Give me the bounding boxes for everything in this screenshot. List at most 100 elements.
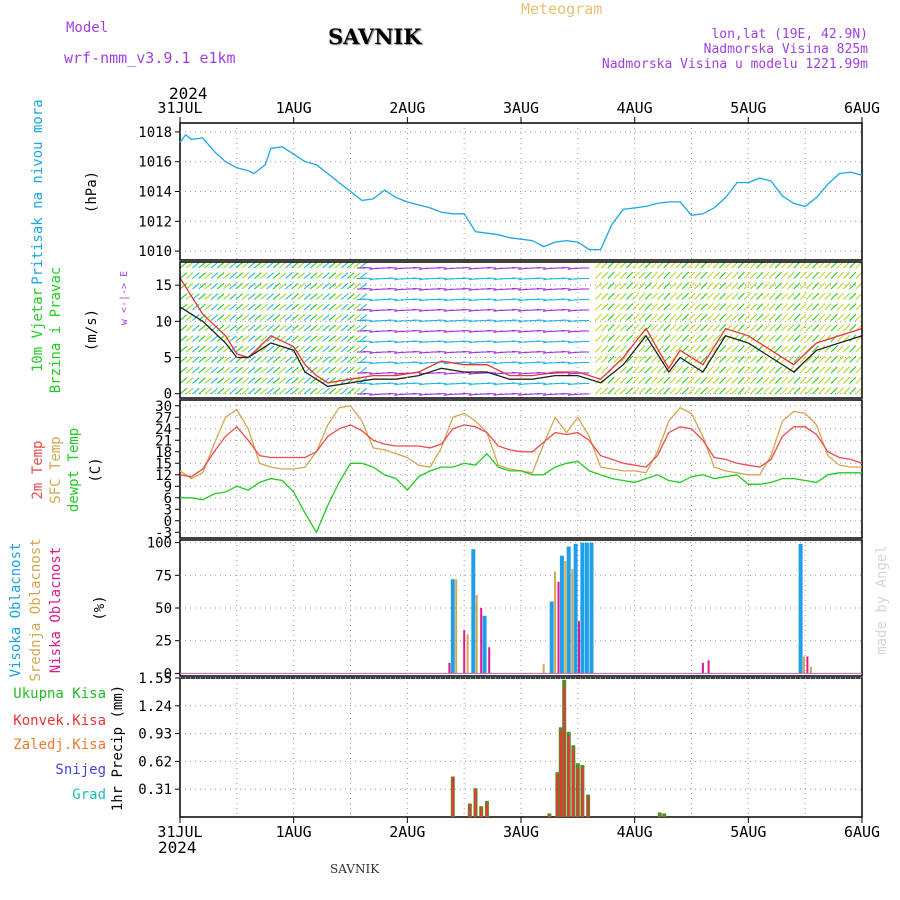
wind-barb xyxy=(297,345,306,353)
wind-barb xyxy=(725,313,733,321)
cloud-ytick-label: 25 xyxy=(155,634,172,650)
wind-barb xyxy=(297,387,306,395)
wind-barb xyxy=(737,282,745,290)
wind-barb xyxy=(805,303,813,311)
wind-barb xyxy=(347,324,355,332)
wind-barb xyxy=(694,366,702,374)
wind-barb xyxy=(700,303,708,311)
wind-barb xyxy=(787,271,795,279)
wind-barb xyxy=(254,324,262,332)
wind-barb xyxy=(632,355,640,363)
wind-barb xyxy=(681,292,689,300)
wind-barb xyxy=(241,272,250,279)
wind-barb xyxy=(632,334,640,342)
wind-barb xyxy=(316,272,324,279)
wind-barb xyxy=(223,356,231,363)
wind-barb xyxy=(291,366,299,374)
wind-barb xyxy=(309,293,318,300)
wind-barb xyxy=(437,371,447,374)
wind-barb xyxy=(210,366,219,374)
wind-barb xyxy=(762,345,770,353)
wind-barb xyxy=(731,303,739,311)
wind-barb xyxy=(272,261,281,269)
wind-barb xyxy=(595,387,603,395)
wind-barb xyxy=(743,271,751,279)
wind-barb xyxy=(644,387,652,395)
wind-barb xyxy=(650,292,658,300)
wind-barb xyxy=(387,287,398,290)
wind-barb xyxy=(681,303,689,311)
wind-barb xyxy=(266,303,275,311)
wind-barb xyxy=(663,334,671,342)
wind-barb xyxy=(216,261,225,269)
wind-barb xyxy=(353,314,361,321)
wind-barb xyxy=(322,345,330,353)
wind-barb xyxy=(774,282,782,290)
wind-barb xyxy=(657,387,665,395)
precip-bar-convective xyxy=(567,736,570,817)
wind-barb xyxy=(198,324,206,332)
temp-unit: (C) xyxy=(88,457,104,482)
wind-barb xyxy=(688,355,696,363)
wind-barb xyxy=(363,392,373,395)
wind-barb xyxy=(334,261,343,269)
wind-barb xyxy=(607,292,615,300)
precip-bar-convective xyxy=(480,808,483,817)
wind-barb xyxy=(363,287,373,290)
wind-barb xyxy=(297,261,306,269)
wind-barb xyxy=(210,261,219,269)
wind-barb xyxy=(793,313,801,321)
wind-barb xyxy=(412,287,422,290)
wind-barb xyxy=(824,387,832,395)
wind-barb xyxy=(694,334,702,342)
precip-ytick-label: 0.93 xyxy=(138,727,172,743)
wind-barb xyxy=(254,293,262,300)
wind-barb xyxy=(412,319,422,322)
wind-barb xyxy=(198,272,206,279)
wind-barb xyxy=(601,303,609,311)
wind-barb xyxy=(750,345,758,353)
wind-barb xyxy=(328,387,337,395)
wind-barb xyxy=(706,345,714,353)
x-date-label-bottom: 2AUG xyxy=(389,823,425,841)
wind-barb xyxy=(291,272,299,279)
wind-barb xyxy=(412,350,422,353)
wind-barb xyxy=(210,335,219,342)
wind-barb xyxy=(247,293,256,300)
wind-barb xyxy=(322,272,330,279)
wind-barb xyxy=(340,345,349,353)
wind-barb xyxy=(849,345,857,353)
wind-barb xyxy=(316,282,324,290)
wind-barb xyxy=(223,366,231,374)
wind-barb xyxy=(830,324,838,332)
temp-ytick-label: 18 xyxy=(155,445,172,461)
wind-barb xyxy=(619,387,627,395)
wind-barb xyxy=(309,335,318,342)
wind-barb xyxy=(613,324,621,332)
wind-barb xyxy=(185,377,194,384)
wind-barb xyxy=(607,345,615,353)
wind-barb xyxy=(619,271,627,279)
wind-barb xyxy=(347,261,355,269)
temp-ytick-label: 24 xyxy=(155,422,172,438)
wind-barb xyxy=(247,261,256,269)
wind-barb xyxy=(198,366,206,374)
wind-barb xyxy=(303,303,312,311)
wind-barb xyxy=(768,271,776,279)
wind-barb xyxy=(756,324,764,332)
wind-barb xyxy=(719,387,727,395)
wind-barb xyxy=(595,303,603,311)
wind-barb xyxy=(787,324,795,332)
wind-barb xyxy=(278,377,287,384)
wind-barb xyxy=(855,366,863,374)
wind-barb xyxy=(328,366,337,374)
wind-barb xyxy=(626,313,634,321)
wind-barb xyxy=(725,376,733,384)
wind-barb xyxy=(849,271,857,279)
wind-barb xyxy=(272,272,281,279)
wind-barb xyxy=(322,377,330,384)
wind-barb xyxy=(303,314,312,321)
wind-barb xyxy=(437,308,447,311)
wind-barb xyxy=(781,271,789,279)
wind-barb xyxy=(254,282,262,290)
